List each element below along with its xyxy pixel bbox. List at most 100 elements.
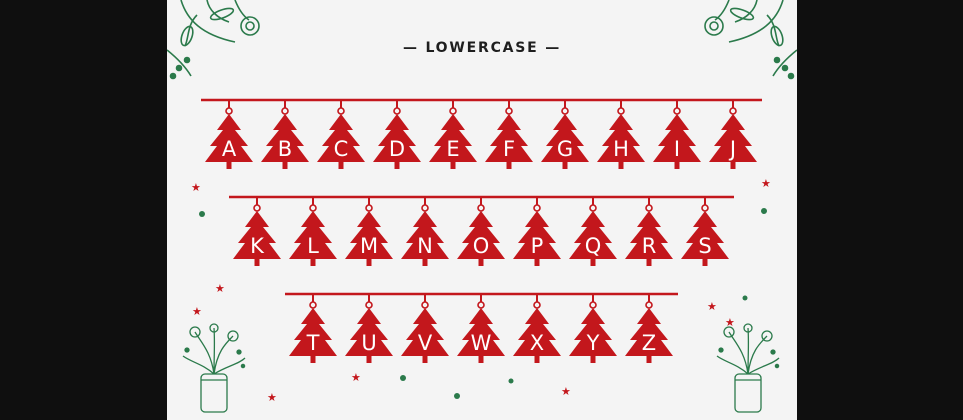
tree-trunk [394, 162, 400, 169]
tree-trunk [646, 259, 652, 266]
letter-glyph: E [446, 137, 459, 161]
dot-icon [508, 378, 514, 384]
tree-flag: Z [625, 294, 673, 363]
hanger-ring [225, 107, 233, 115]
hanger-ring [421, 301, 429, 309]
tree-trunk [506, 162, 512, 169]
tree-trunk [338, 162, 344, 169]
tree-flag: M [345, 197, 393, 266]
tree-shape [569, 211, 617, 259]
tree-trunk [730, 162, 736, 169]
tree-flag: W [457, 294, 505, 363]
tree-trunk [282, 162, 288, 169]
tree-shape [317, 114, 365, 162]
tree-trunk [450, 162, 456, 169]
tree-trunk [674, 162, 680, 169]
tree-trunk [534, 259, 540, 266]
hanger-ring [337, 107, 345, 115]
tree-trunk [590, 259, 596, 266]
hanger-ring [533, 204, 541, 212]
hanger-ring [309, 301, 317, 309]
letter-glyph: V [418, 331, 433, 355]
bunting-row: T U V W X Y Z [285, 292, 678, 363]
tree-trunk [422, 356, 428, 363]
tree-shape [289, 308, 337, 356]
hanger-ring [309, 204, 317, 212]
hanger-ring [421, 204, 429, 212]
tree-flag: D [373, 100, 421, 169]
hanger-ring [701, 204, 709, 212]
letter-glyph: F [503, 137, 515, 161]
letter-glyph: B [278, 137, 292, 161]
letter-glyph: D [389, 137, 405, 161]
tree-shape [205, 114, 253, 162]
tree-shape [513, 211, 561, 259]
tree-trunk [478, 356, 484, 363]
letter-glyph: Y [586, 331, 600, 355]
flower-jar-icon [182, 323, 246, 413]
tree-trunk [254, 259, 260, 266]
tree-shape [345, 211, 393, 259]
tree-shape [401, 211, 449, 259]
tree-shape [625, 211, 673, 259]
star-icon: ★ [761, 177, 771, 190]
tree-flag: X [513, 294, 561, 363]
tree-shape [373, 114, 421, 162]
tree-flag: F [485, 100, 533, 169]
letter-glyph: S [698, 234, 711, 258]
tree-trunk [366, 259, 372, 266]
tree-flag: I [653, 100, 701, 169]
hanger-ring [281, 107, 289, 115]
star-icon: ★ [561, 385, 571, 398]
tree-flag: H [597, 100, 645, 169]
star-icon: ★ [192, 305, 202, 318]
hanger-ring [533, 301, 541, 309]
tree-trunk [310, 356, 316, 363]
tree-flag: E [429, 100, 477, 169]
letter-glyph: Z [642, 331, 656, 355]
letter-glyph: H [613, 137, 629, 161]
tree-flag: J [709, 100, 757, 169]
letter-glyph: U [361, 331, 376, 355]
tree-trunk [562, 162, 568, 169]
dot-icon [742, 295, 748, 301]
tree-flag: G [541, 100, 589, 169]
tree-shape [681, 211, 729, 259]
hanger-ring [589, 301, 597, 309]
flower-jar-icon [716, 323, 780, 413]
tree-flag: V [401, 294, 449, 363]
letter-glyph: C [334, 137, 349, 161]
tree-trunk [590, 356, 596, 363]
hanger-ring [673, 107, 681, 115]
hanger-ring [477, 204, 485, 212]
tree-trunk [226, 162, 232, 169]
tree-flag: K [233, 197, 281, 266]
tree-shape [513, 308, 561, 356]
hanger-ring [365, 301, 373, 309]
bunting-row: K L M N O P Q R S [229, 195, 734, 266]
tree-flag: T [289, 294, 337, 363]
tree-flag: N [401, 197, 449, 266]
hanger-ring [477, 301, 485, 309]
tree-flag: B [261, 100, 309, 169]
specimen-card: — LOWERCASE — [167, 0, 797, 420]
tree-flag: L [289, 197, 337, 266]
decorations: ★ ★ ★ ★ ★ ★ ★ ★ ★ [167, 0, 797, 413]
hanger-ring [253, 204, 261, 212]
tree-trunk [310, 259, 316, 266]
letter-glyph: X [530, 331, 544, 355]
tree-shape [653, 114, 701, 162]
tree-trunk [618, 162, 624, 169]
letter-glyph: N [417, 234, 433, 258]
tree-flag: U [345, 294, 393, 363]
tree-shape [457, 308, 505, 356]
tree-shape [597, 114, 645, 162]
tree-shape [233, 211, 281, 259]
dot-icon [400, 375, 406, 381]
tree-shape [261, 114, 309, 162]
bunting-row: A B C D E F G H I J [201, 98, 762, 169]
hanger-ring [449, 107, 457, 115]
hanger-ring [505, 107, 513, 115]
floral-branch-icon [167, 0, 260, 80]
floral-branch-icon [704, 0, 797, 80]
